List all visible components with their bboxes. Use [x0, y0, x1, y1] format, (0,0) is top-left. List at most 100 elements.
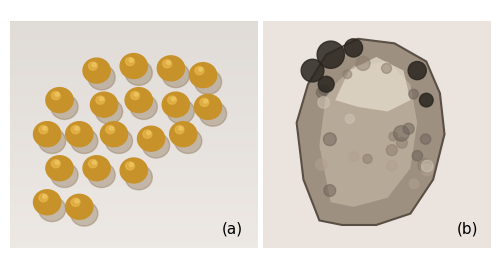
Circle shape — [174, 128, 202, 154]
Circle shape — [55, 93, 59, 96]
Circle shape — [349, 152, 359, 161]
Circle shape — [172, 97, 175, 101]
Circle shape — [88, 160, 98, 168]
Circle shape — [88, 163, 115, 188]
Circle shape — [106, 126, 114, 134]
Circle shape — [83, 58, 110, 83]
Circle shape — [125, 88, 152, 112]
Circle shape — [96, 96, 105, 104]
Circle shape — [142, 133, 170, 158]
Circle shape — [70, 201, 98, 226]
Circle shape — [71, 126, 80, 134]
Circle shape — [88, 62, 98, 70]
Circle shape — [38, 128, 66, 154]
Circle shape — [100, 122, 128, 147]
Circle shape — [46, 88, 73, 112]
Circle shape — [162, 60, 172, 68]
Circle shape — [343, 70, 351, 79]
Circle shape — [51, 94, 78, 119]
Circle shape — [75, 127, 79, 130]
Circle shape — [126, 162, 134, 170]
Circle shape — [70, 128, 98, 154]
Circle shape — [120, 54, 148, 78]
Circle shape — [204, 99, 208, 103]
Circle shape — [125, 60, 152, 85]
Circle shape — [46, 156, 73, 181]
Circle shape — [356, 57, 370, 70]
Circle shape — [92, 161, 96, 164]
Circle shape — [130, 94, 158, 119]
Circle shape — [318, 76, 334, 92]
Circle shape — [166, 61, 170, 64]
Text: (a): (a) — [222, 221, 244, 236]
Circle shape — [146, 131, 150, 135]
Circle shape — [52, 92, 60, 100]
Circle shape — [344, 39, 362, 57]
Circle shape — [200, 98, 208, 107]
Circle shape — [130, 59, 134, 62]
Circle shape — [421, 164, 433, 176]
Circle shape — [106, 128, 132, 154]
Circle shape — [162, 63, 190, 88]
Circle shape — [126, 58, 134, 66]
Circle shape — [100, 97, 103, 101]
Circle shape — [386, 145, 398, 156]
Circle shape — [90, 92, 118, 117]
Circle shape — [39, 194, 48, 202]
Circle shape — [317, 41, 344, 68]
Circle shape — [96, 99, 122, 124]
Circle shape — [301, 59, 324, 82]
Circle shape — [134, 93, 138, 96]
Circle shape — [88, 65, 115, 90]
Circle shape — [125, 165, 152, 190]
Circle shape — [130, 92, 140, 100]
Circle shape — [363, 154, 372, 164]
Circle shape — [39, 126, 48, 134]
Circle shape — [382, 63, 392, 73]
Circle shape — [175, 126, 184, 134]
Circle shape — [408, 89, 418, 99]
Circle shape — [120, 158, 148, 183]
Circle shape — [158, 56, 184, 81]
Circle shape — [319, 85, 330, 95]
Circle shape — [83, 156, 110, 181]
Circle shape — [346, 114, 354, 123]
Circle shape — [138, 126, 164, 151]
Circle shape — [195, 67, 204, 75]
Polygon shape — [296, 39, 444, 225]
Circle shape — [389, 132, 398, 141]
Circle shape — [38, 197, 66, 222]
Circle shape — [66, 122, 93, 147]
Circle shape — [198, 68, 202, 71]
Circle shape — [420, 134, 431, 144]
Circle shape — [194, 69, 222, 94]
Circle shape — [34, 122, 60, 147]
Circle shape — [34, 190, 60, 215]
Circle shape — [324, 133, 336, 146]
Circle shape — [194, 94, 222, 119]
Circle shape — [190, 63, 216, 88]
Circle shape — [162, 92, 190, 117]
Circle shape — [168, 96, 176, 104]
Circle shape — [66, 194, 93, 219]
Text: (b): (b) — [456, 221, 478, 236]
Circle shape — [324, 185, 336, 196]
Circle shape — [170, 122, 197, 147]
Circle shape — [110, 127, 114, 130]
Circle shape — [409, 179, 419, 189]
Circle shape — [418, 158, 432, 172]
Circle shape — [412, 150, 422, 161]
Circle shape — [408, 61, 426, 80]
Circle shape — [386, 160, 397, 171]
Circle shape — [200, 101, 226, 126]
Polygon shape — [336, 57, 410, 111]
Circle shape — [130, 163, 134, 167]
Circle shape — [394, 126, 409, 141]
Circle shape — [167, 99, 194, 124]
Circle shape — [179, 127, 183, 130]
Circle shape — [318, 97, 330, 108]
Circle shape — [143, 130, 152, 138]
Circle shape — [92, 63, 96, 67]
Circle shape — [396, 138, 407, 148]
Circle shape — [71, 198, 80, 206]
